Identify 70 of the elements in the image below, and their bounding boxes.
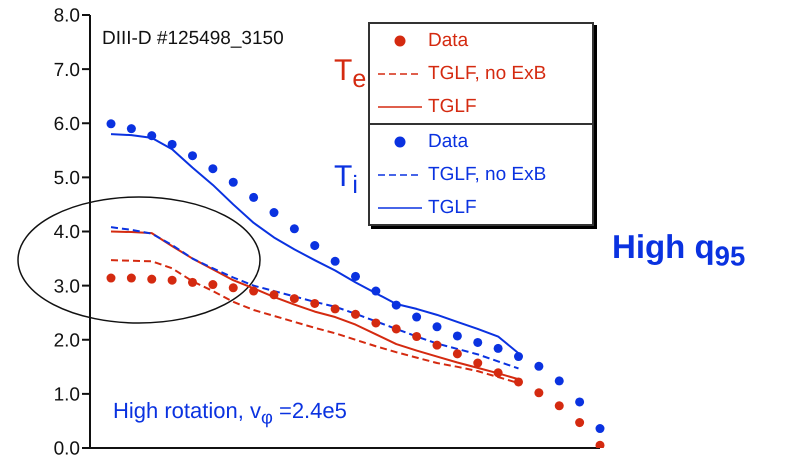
point [106, 119, 116, 128]
point [452, 331, 462, 340]
point [595, 440, 605, 448]
y-tick-label: 7.0 [54, 60, 80, 81]
point [534, 388, 544, 398]
point [392, 324, 401, 334]
point [126, 274, 136, 283]
point [168, 276, 177, 285]
point [371, 318, 380, 328]
point [310, 241, 320, 250]
point [228, 178, 238, 187]
annotation: DIII-D #125498_3150 [102, 28, 284, 50]
annotation: T$_{i}$ [334, 160, 358, 200]
y-tick-label: 1.0 [54, 384, 80, 406]
point [392, 300, 401, 310]
annotation: T$_{e}$ [334, 54, 366, 94]
y-tick-label: 5.0 [54, 168, 80, 190]
point [106, 274, 116, 283]
point [575, 397, 584, 406]
legend-label: Data [428, 30, 468, 52]
point [208, 280, 218, 290]
point [126, 124, 136, 134]
point [554, 401, 564, 410]
point [330, 304, 340, 314]
point [432, 322, 442, 332]
point [310, 298, 320, 308]
y-tick-label: 8.0 [54, 6, 80, 27]
point [290, 224, 299, 234]
point [534, 362, 544, 371]
point [412, 332, 422, 342]
point [350, 272, 360, 281]
point [554, 376, 564, 386]
legend-label: Data [428, 130, 468, 152]
y-tick-label: 6.0 [54, 114, 80, 135]
point [595, 424, 605, 434]
y-tick-label: 3.0 [54, 276, 80, 298]
point [269, 290, 279, 300]
point [330, 256, 340, 266]
annotation: High rotation, v$_{φ}$ =2.4e5 [113, 398, 347, 428]
legend-label: TGLF [428, 96, 477, 118]
point [188, 278, 198, 287]
point [290, 294, 299, 304]
legend-label: TGLF, no ExB [428, 164, 546, 186]
point [249, 286, 258, 296]
point [168, 140, 177, 149]
point [269, 208, 279, 218]
legend-label: TGLF [428, 196, 477, 218]
point [188, 151, 198, 160]
point [473, 358, 482, 368]
point [575, 418, 584, 428]
point [228, 283, 238, 292]
point [350, 310, 360, 319]
point [208, 164, 218, 174]
y-tick-label: 2.0 [54, 330, 80, 352]
point [494, 368, 503, 378]
point [514, 377, 524, 386]
point [452, 349, 462, 358]
point [371, 286, 380, 296]
legend-label: TGLF, no ExB [428, 62, 546, 84]
y-tick-label: 4.0 [54, 222, 80, 244]
y-tick-label: 0.0 [54, 438, 80, 459]
point [412, 312, 422, 322]
text: High q$_{95}$ [612, 228, 746, 273]
point [249, 192, 258, 202]
point [432, 340, 442, 350]
point [473, 338, 482, 347]
point [494, 344, 503, 353]
point [147, 274, 156, 284]
point [147, 131, 156, 140]
point [514, 352, 524, 362]
